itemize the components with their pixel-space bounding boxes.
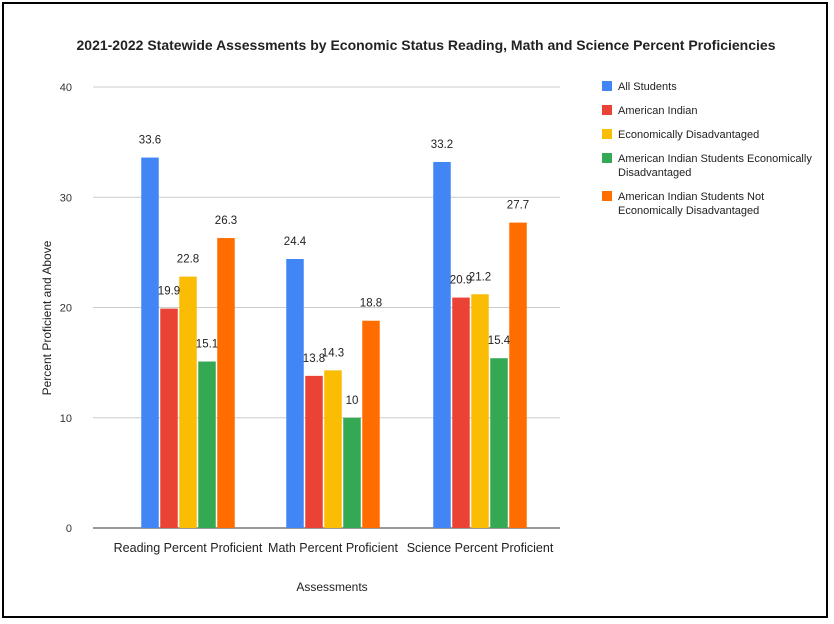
data-label: 13.8 [303, 353, 325, 365]
data-label: 10 [346, 395, 359, 407]
bars [141, 157, 527, 529]
x-axis-label: Assessments [296, 580, 367, 594]
bar [343, 417, 361, 528]
legend-label: Economically Disadvantaged [618, 129, 759, 141]
legend-label: Disadvantaged [618, 167, 691, 179]
legend-swatch [602, 81, 612, 91]
bar [433, 161, 451, 528]
data-labels: 33.6 19.9 22.8 15.1 26.3 24.4 13.814.3 10 18.8 33… [139, 135, 529, 407]
legend-swatch [602, 191, 612, 201]
data-label: 18.8 [360, 298, 382, 310]
data-label: 33.2 [431, 139, 453, 151]
data-label: 21.2 [469, 271, 491, 283]
data-label: 24.4 [284, 236, 307, 248]
x-category-label: Science Percent Proficient [407, 541, 554, 555]
y-tick-label: 20 [60, 303, 72, 315]
bar [509, 222, 527, 529]
category-labels: Reading Percent Proficient Math Percent P… [114, 541, 554, 555]
legend-label: Economically Disadvantaged [618, 205, 759, 217]
data-label: 15.4 [488, 335, 511, 347]
legend-label: American Indian Students Not [618, 191, 764, 203]
legend-swatch [602, 105, 612, 115]
data-label: 19.9 [158, 286, 180, 298]
legend-swatch [602, 153, 612, 163]
y-tick-label: 40 [60, 82, 72, 94]
legend-label: All Students [618, 81, 677, 93]
chart-title: 2021-2022 Statewide Assessments by Econo… [77, 37, 776, 53]
x-category-label: Reading Percent Proficient [114, 541, 263, 555]
data-label: 15.1 [196, 339, 218, 351]
bar [198, 361, 216, 528]
y-tick-label: 0 [66, 523, 72, 535]
legend-swatch [602, 129, 612, 139]
bar [286, 258, 304, 528]
bar [160, 308, 178, 528]
bar [217, 238, 235, 529]
data-label: 27.7 [507, 200, 529, 212]
y-tick-label: 30 [60, 192, 72, 204]
data-label: 26.3 [215, 215, 237, 227]
bar [305, 375, 323, 528]
bar [324, 370, 342, 528]
legend-label: American Indian Students Economically [618, 153, 812, 165]
y-axis-label: Percent Proficient and Above [40, 240, 54, 395]
bar [490, 358, 508, 528]
data-label: 33.6 [139, 135, 161, 147]
bar [179, 276, 197, 528]
bar [471, 294, 489, 528]
x-category-label: Math Percent Proficient [268, 541, 398, 555]
bar [452, 297, 470, 528]
chart-frame [2, 2, 828, 618]
data-label: 20.9 [450, 275, 472, 287]
y-tick-label: 10 [60, 413, 72, 425]
bar [141, 157, 159, 528]
legend-label: American Indian [618, 105, 698, 117]
data-label: 22.8 [177, 254, 199, 266]
legend: All Students American Indian Economically … [602, 81, 812, 217]
bar [362, 320, 380, 528]
data-label: 14.3 [322, 347, 344, 359]
